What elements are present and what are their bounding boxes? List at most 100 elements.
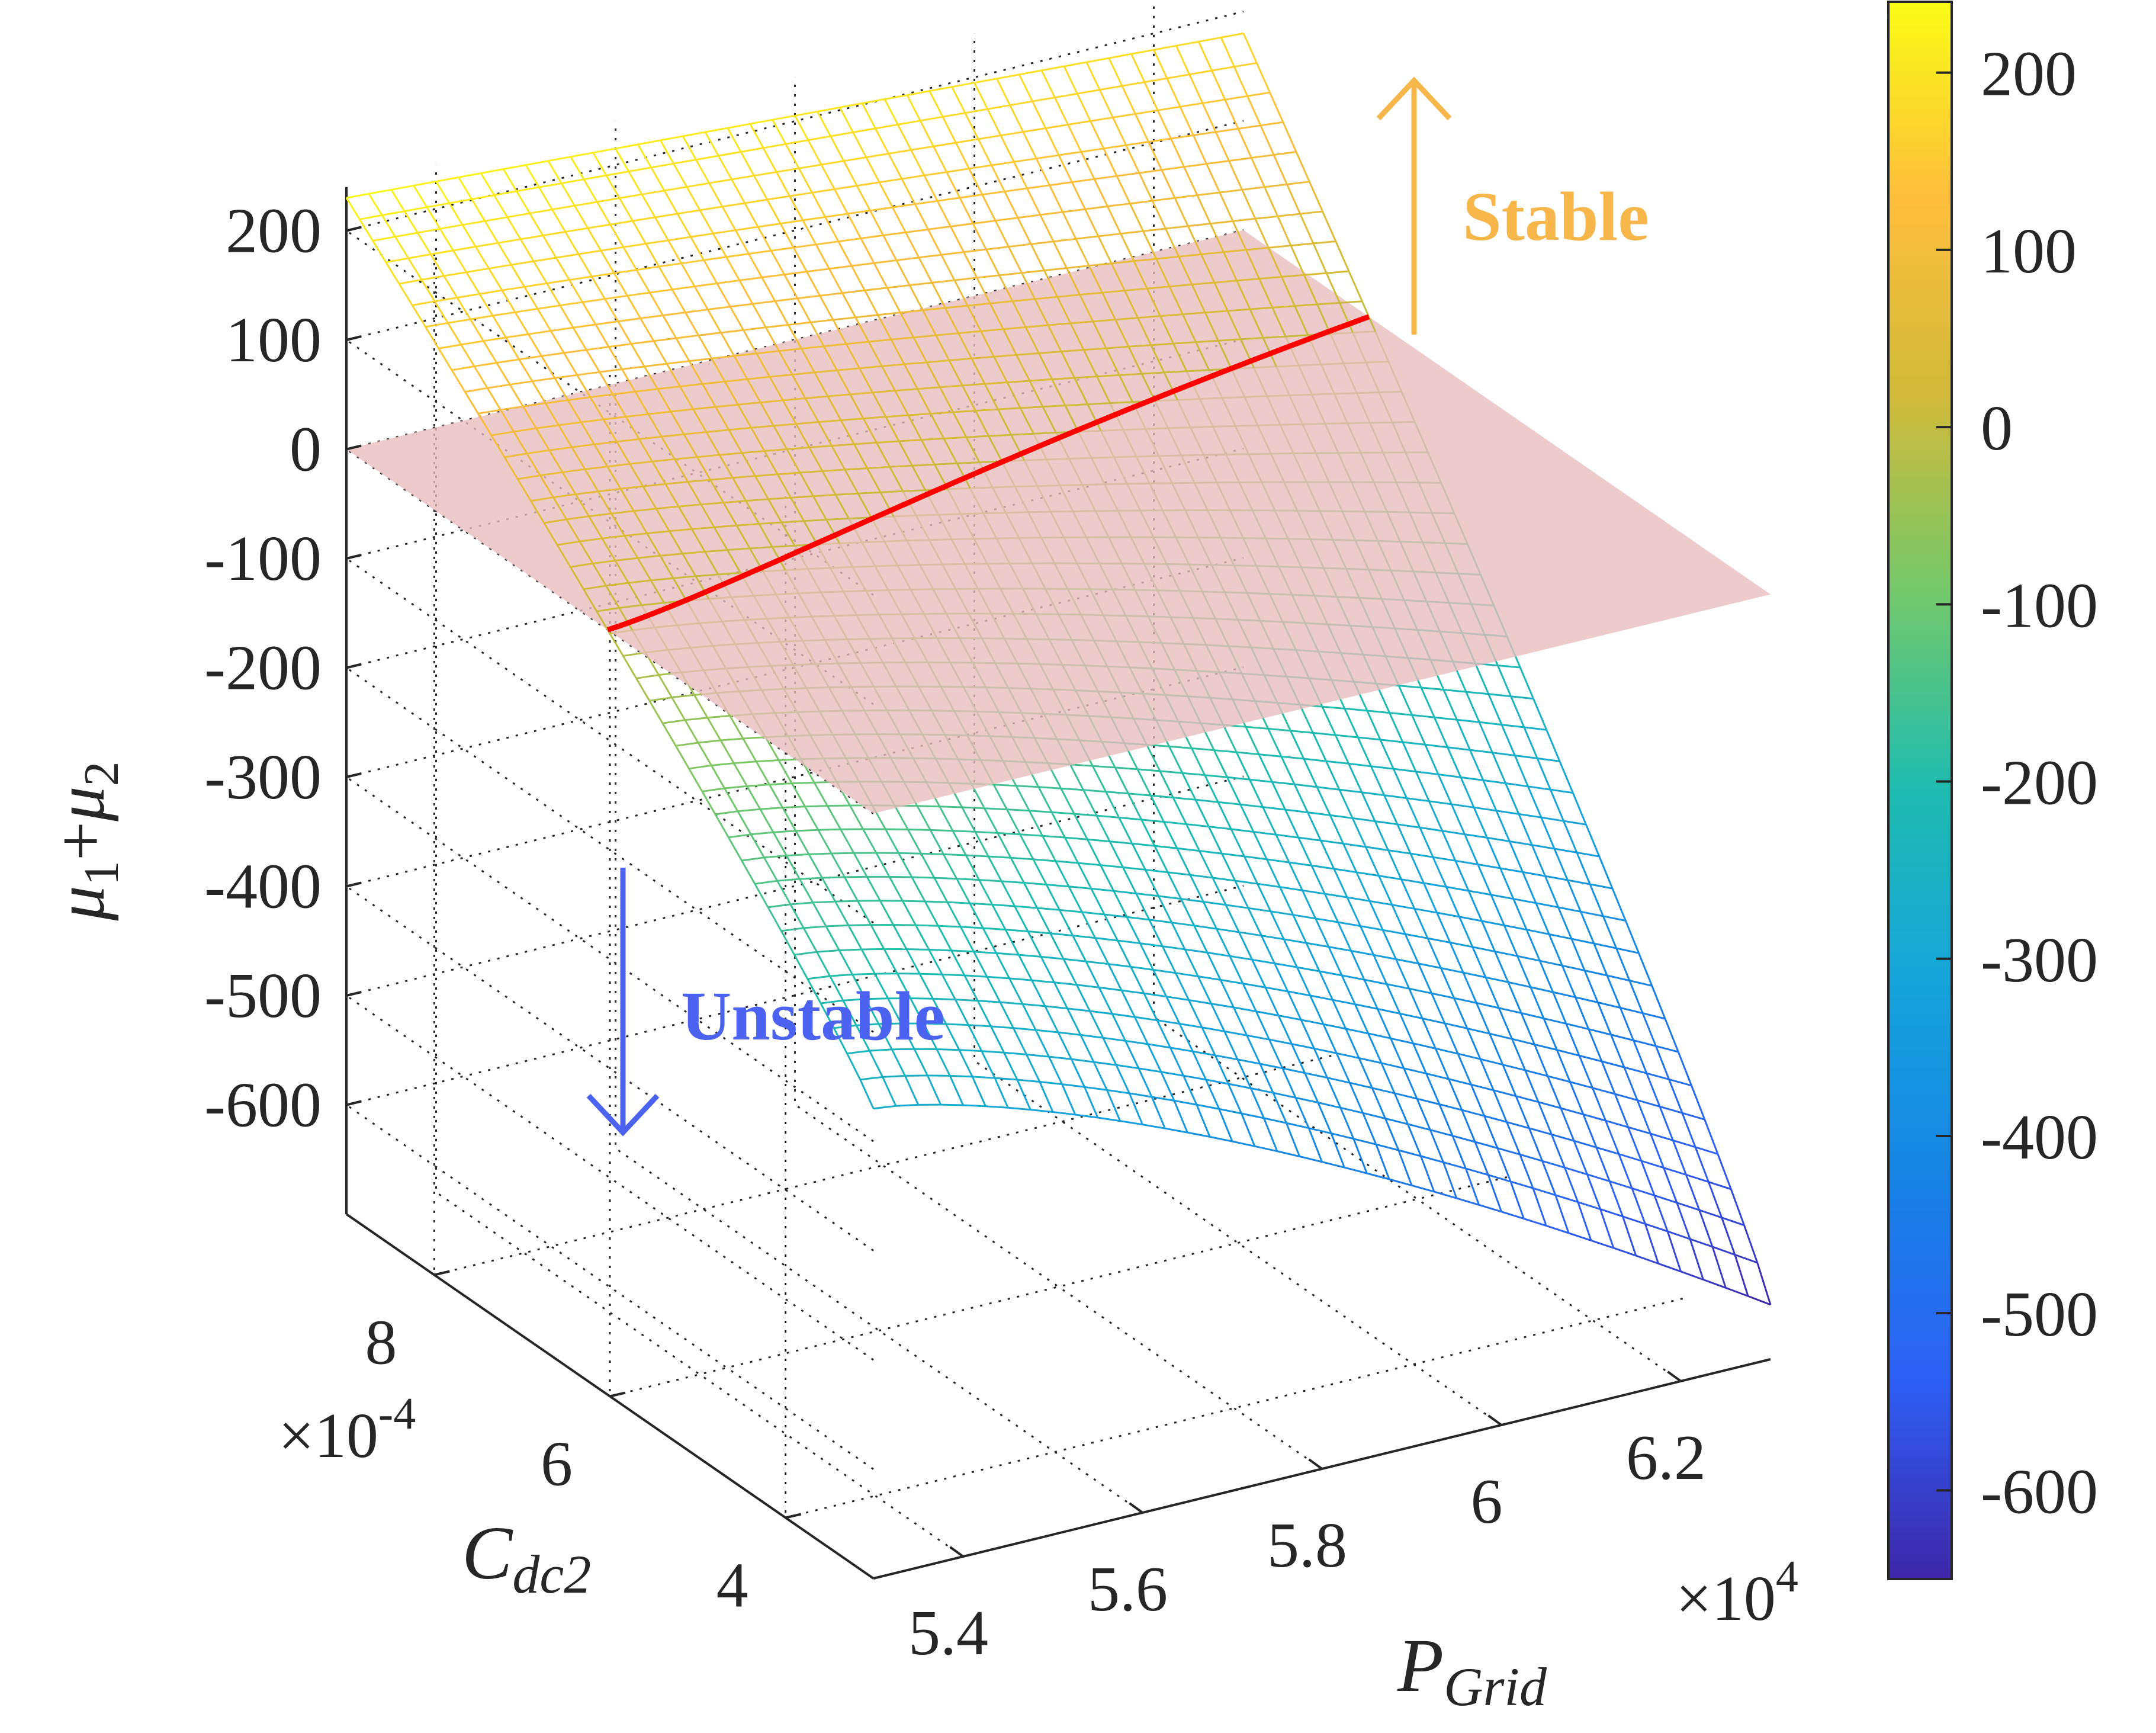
surface-mesh-line bbox=[762, 275, 785, 278]
surface-mesh-line bbox=[876, 853, 889, 877]
surface-mesh-line bbox=[816, 245, 829, 269]
surface-mesh-line bbox=[1132, 50, 1154, 54]
surface-mesh-line bbox=[1454, 998, 1467, 1028]
surface-mesh-line bbox=[1652, 986, 1665, 1019]
surface-mesh-line bbox=[489, 268, 502, 290]
surface-mesh-line bbox=[920, 121, 933, 146]
surface-mesh-line bbox=[947, 902, 970, 903]
surface-mesh-line bbox=[1064, 66, 1077, 94]
surface-mesh-line bbox=[1314, 1048, 1327, 1077]
surface-mesh-line bbox=[822, 877, 844, 878]
surface-mesh-line bbox=[1413, 1044, 1435, 1049]
surface-mesh-line bbox=[1073, 936, 1086, 962]
surface-mesh-line bbox=[763, 148, 776, 172]
surface-mesh-line bbox=[560, 302, 583, 306]
surface-mesh-line bbox=[1614, 1248, 1636, 1256]
surface-mesh-line bbox=[771, 248, 793, 251]
surface-mesh-line bbox=[1564, 821, 1586, 824]
surface-mesh-line bbox=[422, 280, 435, 301]
surface-mesh-line bbox=[1395, 1093, 1417, 1099]
surface-mesh-line bbox=[1304, 759, 1317, 787]
surface-mesh-line bbox=[1161, 1072, 1184, 1076]
surface-mesh-line bbox=[721, 333, 734, 356]
surface-mesh-line bbox=[1490, 1034, 1503, 1064]
surface-mesh-line bbox=[1068, 125, 1081, 152]
surface-mesh-line bbox=[606, 172, 629, 176]
surface-mesh-line bbox=[1275, 964, 1297, 968]
surface-mesh-line bbox=[775, 299, 798, 301]
surface-mesh-line bbox=[409, 258, 422, 280]
surface-mesh-line bbox=[1512, 1039, 1535, 1044]
surface-mesh-line bbox=[875, 124, 898, 129]
surface-mesh-line bbox=[548, 161, 561, 184]
surface-mesh-line bbox=[1321, 840, 1344, 843]
surface-mesh-line bbox=[1190, 70, 1212, 75]
surface-mesh-line bbox=[1432, 993, 1454, 998]
surface-mesh-line bbox=[1055, 94, 1077, 98]
surface-mesh-line bbox=[1015, 906, 1028, 932]
surface-mesh-line bbox=[1354, 1139, 1367, 1173]
surface-mesh-line bbox=[943, 854, 956, 878]
surface-mesh-line bbox=[1036, 1030, 1049, 1057]
surface-mesh-line bbox=[1566, 1023, 1589, 1029]
surface-mesh-line bbox=[1229, 161, 1242, 190]
unstable-annotation: Unstable bbox=[589, 868, 945, 1132]
surface-mesh-line bbox=[669, 240, 682, 264]
y-tick-label: 8 bbox=[365, 1308, 397, 1378]
surface-mesh-line bbox=[853, 132, 866, 157]
surface-mesh-line bbox=[561, 184, 574, 206]
surface-mesh-line bbox=[874, 261, 897, 264]
surface-mesh-line bbox=[597, 198, 619, 202]
surface-mesh-line bbox=[987, 977, 1010, 978]
surface-mesh-line bbox=[1508, 982, 1531, 987]
surface-mesh-line bbox=[1280, 887, 1303, 891]
surface-mesh-line bbox=[641, 316, 663, 319]
surface-mesh-line bbox=[839, 951, 852, 975]
surface-mesh-line bbox=[453, 247, 475, 251]
surface-mesh-line bbox=[844, 158, 866, 161]
surface-mesh-line bbox=[1032, 980, 1045, 1006]
surface-mesh-line bbox=[1160, 771, 1173, 798]
surface-mesh-line bbox=[1428, 938, 1450, 942]
surface-mesh-line bbox=[1399, 1150, 1412, 1185]
surface-mesh-line bbox=[792, 782, 814, 783]
surface-mesh-line bbox=[542, 353, 564, 356]
surface-mesh-line bbox=[605, 296, 628, 299]
surface-mesh-line bbox=[907, 949, 920, 974]
x-tick-label: 6 bbox=[1471, 1466, 1503, 1537]
surface-mesh-line bbox=[1383, 930, 1405, 934]
surface-mesh-line bbox=[1157, 1020, 1180, 1024]
surface-mesh-line bbox=[718, 152, 741, 156]
surface-mesh-line bbox=[894, 925, 907, 949]
surface-mesh-line bbox=[596, 325, 609, 347]
surface-mesh-line bbox=[583, 302, 596, 325]
surface-mesh-line bbox=[747, 785, 770, 787]
surface-mesh-line bbox=[369, 190, 391, 194]
surface-mesh-line bbox=[1215, 1055, 1238, 1060]
surface-mesh-line bbox=[1259, 755, 1272, 782]
surface-mesh-line bbox=[1367, 711, 1390, 713]
surface-mesh-line bbox=[600, 369, 622, 372]
surface-mesh-line bbox=[695, 695, 708, 717]
surface-mesh-line bbox=[973, 221, 995, 224]
surface-mesh-line bbox=[1123, 867, 1145, 869]
surface-mesh-line bbox=[1457, 720, 1479, 722]
surface-mesh-line bbox=[982, 195, 995, 221]
z-tick-label: -300 bbox=[204, 742, 322, 813]
surface-mesh-line bbox=[728, 124, 750, 128]
surface-mesh-line bbox=[1119, 817, 1142, 820]
surface-mesh-line bbox=[1504, 925, 1527, 929]
surface-mesh-line bbox=[1511, 1182, 1533, 1188]
surface-mesh-line bbox=[1634, 1041, 1656, 1047]
surface-mesh-line bbox=[1187, 370, 1209, 371]
surface-mesh-line bbox=[808, 136, 831, 140]
surface-mesh-line bbox=[1664, 1168, 1677, 1203]
surface-mesh-line bbox=[528, 331, 551, 335]
surface-mesh-line bbox=[1426, 1074, 1440, 1105]
surface-mesh-line bbox=[943, 117, 956, 143]
surface-mesh-line bbox=[503, 169, 516, 191]
surface-mesh-line bbox=[1516, 1096, 1529, 1128]
surface-mesh-line bbox=[1519, 814, 1532, 845]
surface-mesh-line bbox=[1288, 991, 1301, 1020]
surface-mesh-line bbox=[1453, 1136, 1475, 1142]
